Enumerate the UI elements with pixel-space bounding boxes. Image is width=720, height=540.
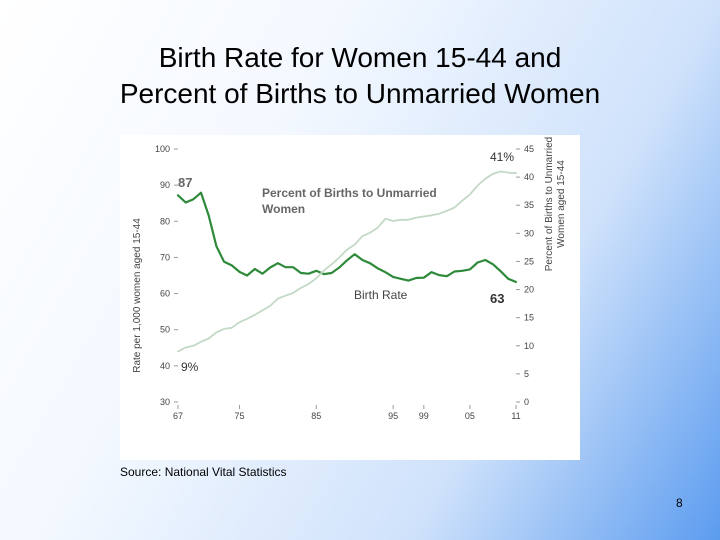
right-axis-title: Percent of Births to UnmarriedWomen aged…: [544, 137, 567, 272]
x-tick-label: 85: [311, 411, 321, 421]
annotation-unmarried-label: Percent of Births to Unmarried Women: [262, 186, 437, 216]
x-tick-label: 11: [511, 411, 520, 421]
right-y-tick-label: 5: [524, 369, 529, 379]
x-tick-label: 95: [388, 411, 398, 421]
right-y-tick-label: 0: [524, 397, 529, 407]
left-y-tick-label: 80: [160, 216, 170, 226]
x-tick-label: 67: [173, 411, 183, 421]
title-line-2: Percent of Births to Unmarried Women: [119, 78, 601, 109]
right-y-tick-label: 10: [524, 341, 534, 351]
left-y-tick-label: 90: [160, 180, 170, 190]
page-number: 8: [676, 496, 683, 510]
unmarried-percent-line: [177, 170, 517, 353]
left-y-tick-label: 30: [160, 397, 170, 407]
x-tick-label: 75: [234, 411, 244, 421]
right-y-tick-label: 25: [524, 256, 534, 266]
left-axis-title: Rate per 1,000 women aged 15-44: [132, 218, 143, 373]
left-y-tick-label: 100: [155, 144, 170, 154]
source-note: Source: National Vital Statistics: [120, 465, 287, 479]
left-y-tick-label: 70: [160, 252, 170, 262]
annotation-87: 87: [178, 175, 192, 190]
right-y-tick-label: 40: [524, 172, 534, 182]
right-y-tick-label: 35: [524, 200, 534, 210]
annotation-9-percent: 9%: [181, 360, 199, 374]
right-y-tick-label: 15: [524, 313, 534, 323]
left-y-tick-label: 60: [160, 289, 170, 299]
title-line-1: Birth Rate for Women 15-44 and: [158, 42, 562, 73]
right-y-tick-label: 45: [524, 144, 534, 154]
right-y-tick-label: 20: [524, 285, 534, 295]
annotation-63: 63: [490, 291, 504, 306]
chart-area: 30 40 50 60 70 80 90 100 0 5 10 15 20 25 30 35 40 45 67 75 8…: [120, 135, 580, 460]
annotation-birth-rate: Birth Rate: [354, 288, 408, 302]
left-y-tick-label: 50: [160, 325, 170, 335]
x-tick-label: 05: [465, 411, 475, 421]
x-tick-label: 99: [419, 411, 429, 421]
annotation-41-percent: 41%: [490, 150, 514, 164]
slide-title: Birth Rate for Women 15-44 and Percent o…: [0, 40, 720, 112]
birth-rate-line: [176, 191, 518, 284]
left-y-tick-label: 40: [160, 361, 170, 371]
right-y-tick-label: 30: [524, 228, 534, 238]
